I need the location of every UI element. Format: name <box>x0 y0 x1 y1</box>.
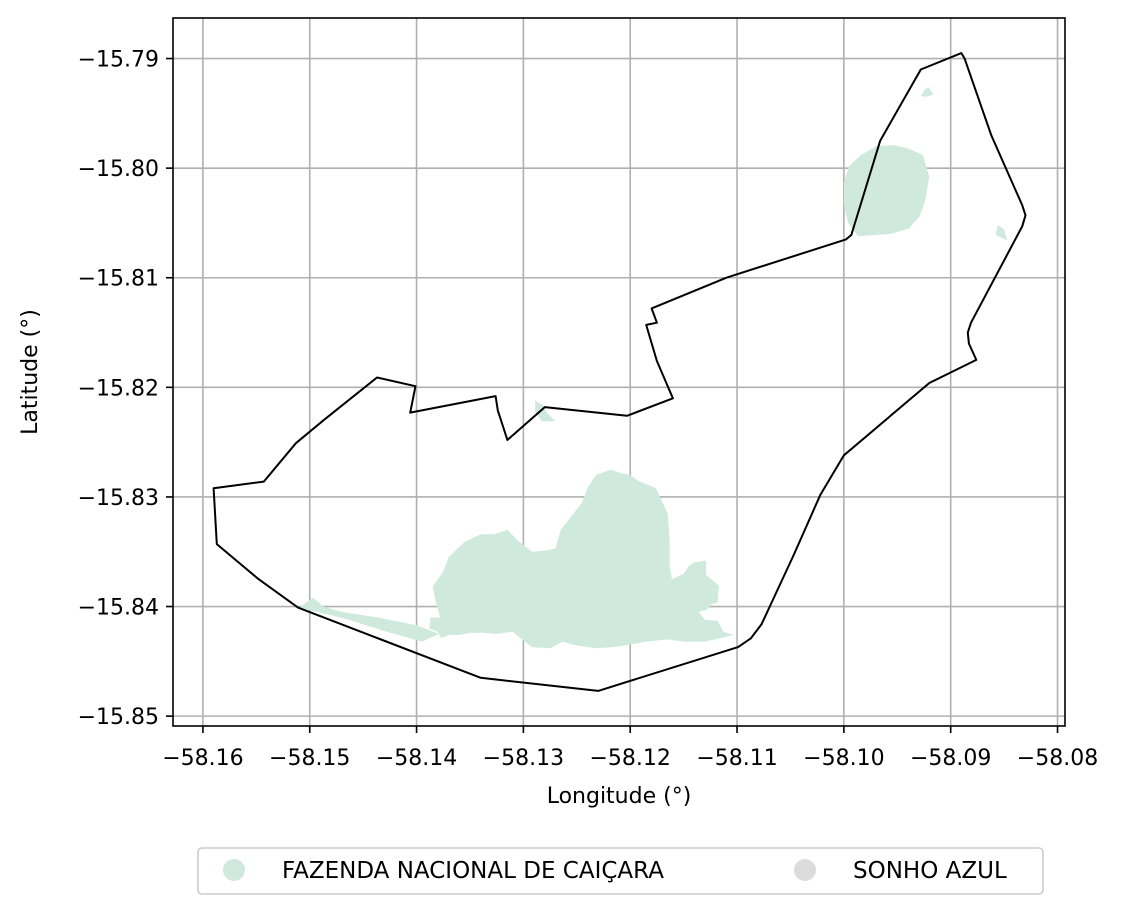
y-tick-label: −15.84 <box>78 596 159 621</box>
y-axis-label: Latitude (°) <box>18 309 43 435</box>
x-axis-label: Longitude (°) <box>547 784 692 809</box>
map-features <box>299 87 1008 649</box>
x-tick-label: −58.09 <box>910 746 991 771</box>
y-tick-label: −15.85 <box>78 705 159 730</box>
plot-area <box>172 17 1066 727</box>
area-fazenda-polygon-1 <box>299 597 439 642</box>
y-tick-label: −15.80 <box>78 157 159 182</box>
x-tick-label: −58.16 <box>162 746 243 771</box>
y-tick-label: −15.83 <box>78 486 159 511</box>
y-tick-label: −15.82 <box>78 376 159 401</box>
area-fazenda-polygon-5 <box>920 87 934 97</box>
legend: FAZENDA NACIONAL DE CAIÇARA SONHO AZUL <box>197 847 1044 895</box>
y-axis-ticks: −15.79 −15.80 −15.81 −15.82 −15.83 −15.84 −15.… <box>78 48 173 730</box>
y-tick-label: −15.81 <box>78 267 159 292</box>
legend-label-sonho-azul: SONHO AZUL <box>853 858 1007 884</box>
boundary-layer <box>212 52 1027 692</box>
x-tick-label: −58.08 <box>1017 746 1098 771</box>
legend-marker-sonho-azul <box>794 859 816 881</box>
x-tick-label: −58.12 <box>590 746 671 771</box>
area-fazenda-polygon-4 <box>995 225 1008 241</box>
legend-marker-fazenda <box>223 859 245 881</box>
area-fazenda-polygon-0 <box>429 469 734 649</box>
property-boundary-outline <box>212 52 1027 692</box>
legend-label-fazenda: FAZENDA NACIONAL DE CAIÇARA <box>282 858 664 884</box>
x-axis-ticks: −58.16 −58.15 −58.14 −58.13 −58.12 −58.11 −58.… <box>162 726 1098 771</box>
x-tick-label: −58.14 <box>376 746 457 771</box>
axes-frame <box>172 17 1066 727</box>
y-tick-label: −15.79 <box>78 48 159 73</box>
legend-frame <box>197 847 1044 895</box>
x-tick-label: −58.10 <box>803 746 884 771</box>
x-tick-label: −58.15 <box>269 746 350 771</box>
area-fazenda-polygon-2 <box>535 400 556 422</box>
x-tick-label: −58.13 <box>483 746 564 771</box>
x-tick-label: −58.11 <box>696 746 777 771</box>
area-fazenda-polygon-3 <box>843 145 930 237</box>
